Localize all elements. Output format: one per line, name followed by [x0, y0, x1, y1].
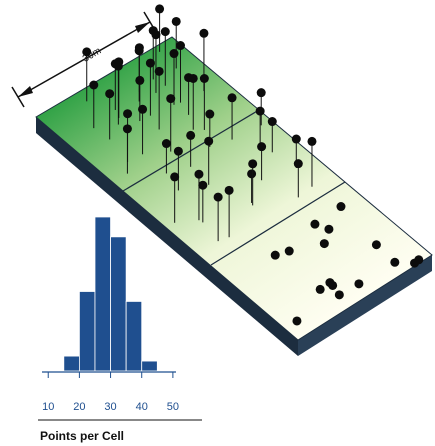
pin-head: [247, 169, 256, 178]
pin-head: [390, 258, 399, 267]
pin-head: [151, 30, 160, 39]
pin-head: [324, 225, 333, 234]
pin-head: [268, 117, 277, 126]
x-tick-label: 10: [42, 401, 54, 413]
x-tick-label: 20: [73, 401, 85, 413]
pin-head: [285, 247, 294, 256]
arrow-head: [18, 86, 33, 97]
pin-head: [186, 131, 195, 140]
pin-head: [114, 62, 123, 71]
pin-head: [292, 135, 301, 144]
pin-head: [189, 74, 198, 83]
bar: [126, 301, 142, 371]
pin-head: [294, 159, 303, 168]
pin-head: [162, 139, 171, 148]
pin-head: [194, 170, 203, 179]
pin-head: [155, 4, 164, 13]
pin-head: [146, 59, 155, 68]
x-tick-label: 30: [104, 401, 116, 413]
pin-head: [228, 93, 237, 102]
pin-head: [135, 76, 144, 85]
pin-head: [307, 137, 316, 146]
pin-head: [135, 46, 144, 55]
pin-head: [205, 110, 214, 119]
pin-head: [169, 49, 178, 58]
figure: 30m 1020304050Points per Cell: [0, 0, 435, 446]
x-tick-label: 40: [136, 401, 148, 413]
pin-head: [335, 290, 344, 299]
pin-head: [328, 281, 337, 290]
bar: [64, 356, 80, 371]
pin-head: [172, 17, 181, 26]
x-axis-label: Points per Cell: [40, 429, 124, 443]
pin-head: [271, 251, 280, 260]
pin-head: [138, 105, 147, 114]
pin-head: [316, 285, 325, 294]
x-tick-label: 50: [167, 401, 179, 413]
pin-head: [174, 147, 183, 156]
pin-head: [310, 220, 319, 229]
arrow-head: [135, 22, 150, 33]
pin-head: [82, 47, 91, 56]
bar: [111, 237, 127, 371]
pin-head: [161, 27, 170, 36]
pin-head: [105, 89, 114, 98]
pin-head: [198, 181, 207, 190]
pin-head: [176, 41, 185, 50]
pin-head: [320, 239, 329, 248]
pin-head: [257, 142, 266, 151]
pin-head: [199, 29, 208, 38]
bar: [79, 292, 95, 372]
pin-head: [200, 74, 209, 83]
pin-head: [214, 193, 223, 202]
pin-head: [123, 109, 132, 118]
pin-head: [292, 316, 301, 325]
pin-head: [248, 159, 257, 168]
pin-head: [354, 279, 363, 288]
pin-head: [89, 81, 98, 90]
bar: [95, 217, 111, 371]
pin-head: [336, 202, 345, 211]
pin-head: [155, 67, 164, 76]
pin-head: [410, 259, 419, 268]
pin-head: [256, 107, 265, 116]
pin-head: [372, 240, 381, 249]
bar: [142, 361, 158, 371]
pin-head: [170, 172, 179, 181]
pin-head: [204, 137, 213, 146]
pin-head: [123, 124, 132, 133]
pin-head: [225, 186, 234, 195]
pin-head: [166, 94, 175, 103]
pin-head: [257, 88, 266, 97]
